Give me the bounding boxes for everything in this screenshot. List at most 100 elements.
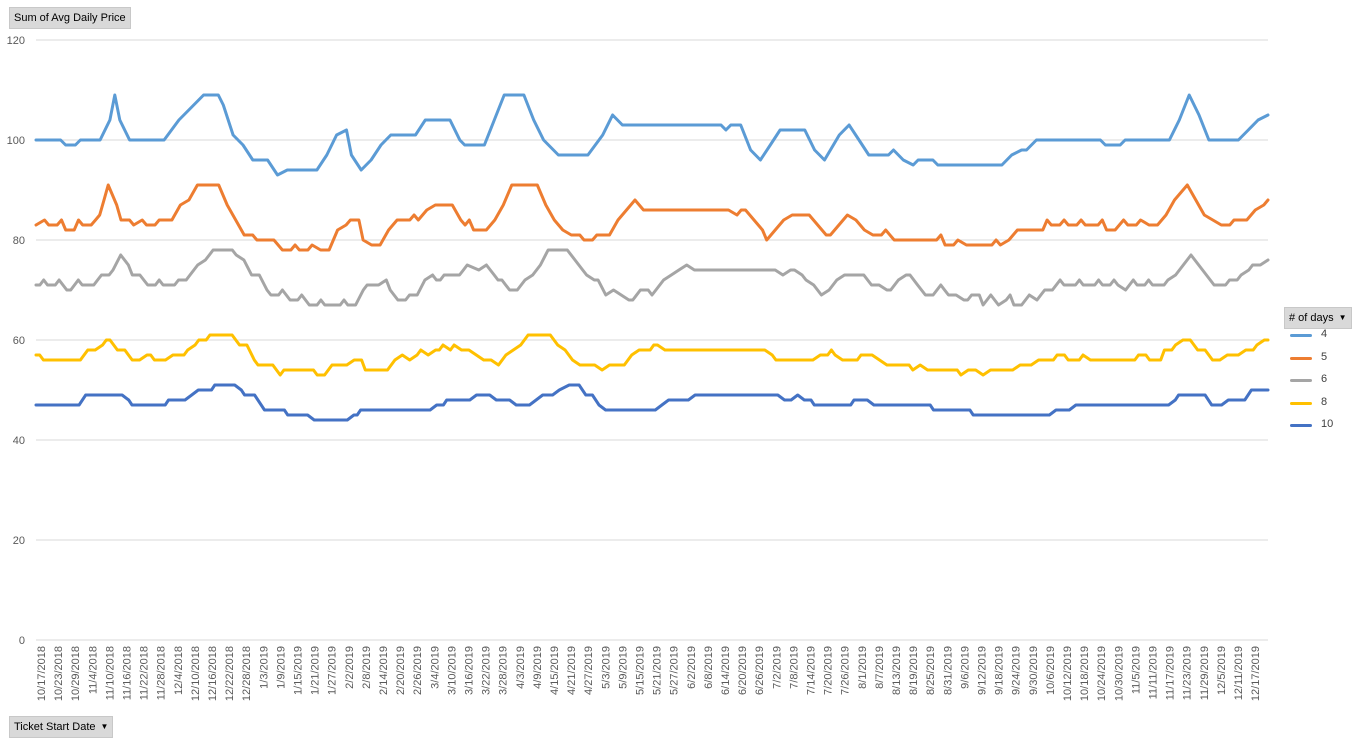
x-tick-label: 4/21/2019 xyxy=(566,646,578,695)
x-tick-label: 10/17/2018 xyxy=(36,646,48,701)
x-tick-label: 9/18/2019 xyxy=(994,646,1006,695)
legend-item: 8 xyxy=(1284,395,1358,418)
x-tick-label: 10/30/2019 xyxy=(1113,646,1125,701)
value-field-button[interactable]: Sum of Avg Daily Price xyxy=(9,7,131,29)
x-tick-label: 11/17/2019 xyxy=(1165,646,1177,700)
x-tick-label: 6/20/2019 xyxy=(737,646,749,695)
x-tick-label: 3/10/2019 xyxy=(446,646,458,695)
x-tick-label: 3/28/2019 xyxy=(498,646,510,695)
x-tick-label: 2/26/2019 xyxy=(412,646,424,695)
y-tick-label: 40 xyxy=(13,435,25,447)
x-tick-label: 12/28/2018 xyxy=(241,646,253,701)
x-tick-label: 5/15/2019 xyxy=(635,646,647,695)
x-tick-label: 8/1/2019 xyxy=(857,646,869,689)
x-tick-label: 1/9/2019 xyxy=(275,646,287,689)
x-tick-label: 12/4/2018 xyxy=(173,646,185,695)
x-tick-label: 6/14/2019 xyxy=(720,646,732,695)
chevron-down-icon[interactable]: ▼ xyxy=(1338,313,1347,323)
x-tick-label: 11/11/2019 xyxy=(1148,646,1160,699)
x-tick-label: 2/20/2019 xyxy=(395,646,407,695)
x-tick-label: 1/15/2019 xyxy=(293,646,305,695)
y-tick-label: 120 xyxy=(7,35,25,47)
x-tick-label: 6/8/2019 xyxy=(703,646,715,689)
axis-field-button[interactable]: Ticket Start Date ▼ xyxy=(9,716,114,738)
x-tick-label: 5/27/2019 xyxy=(669,646,681,695)
legend-label: 8 xyxy=(1321,395,1328,408)
x-tick-label: 12/10/2018 xyxy=(190,646,202,701)
x-tick-label: 7/14/2019 xyxy=(806,646,818,695)
legend-item: 6 xyxy=(1284,372,1358,395)
y-tick-label: 100 xyxy=(7,135,25,147)
value-field-label: Sum of Avg Daily Price xyxy=(14,12,126,24)
legend-swatch xyxy=(1290,356,1312,360)
x-tick-label: 6/2/2019 xyxy=(686,646,698,689)
x-tick-label: 7/26/2019 xyxy=(840,646,852,695)
x-tick-label: 10/29/2018 xyxy=(70,646,82,701)
legend-label: 4 xyxy=(1321,328,1328,340)
x-tick-label: 1/27/2019 xyxy=(327,646,339,695)
x-tick-label: 8/13/2019 xyxy=(891,646,903,695)
series-line-6[interactable] xyxy=(34,248,1270,307)
x-tick-label: 12/11/2019 xyxy=(1233,646,1245,700)
x-tick-label: 11/4/2018 xyxy=(87,646,99,694)
series-line-4[interactable] xyxy=(34,93,1270,177)
x-tick-label: 4/3/2019 xyxy=(515,646,527,689)
y-tick-label: 20 xyxy=(13,535,25,547)
legend-swatch xyxy=(1290,379,1312,382)
legend-swatch xyxy=(1290,424,1312,427)
x-tick-label: 6/26/2019 xyxy=(754,646,766,695)
legend-item: 5 xyxy=(1284,350,1358,373)
chevron-down-icon[interactable]: ▼ xyxy=(100,722,109,732)
x-tick-label: 4/15/2019 xyxy=(549,646,561,695)
x-tick-label: 12/16/2018 xyxy=(207,646,219,701)
x-tick-label: 11/23/2019 xyxy=(1182,646,1194,700)
legend-swatch xyxy=(1290,334,1312,337)
legend-field-button[interactable]: # of days ▼ xyxy=(1284,307,1352,329)
x-tick-label: 11/29/2019 xyxy=(1199,646,1211,700)
x-tick-label: 8/31/2019 xyxy=(942,646,954,695)
x-tick-label: 10/23/2018 xyxy=(53,646,65,701)
axis-field-label: Ticket Start Date xyxy=(14,721,96,733)
x-tick-label: 10/18/2019 xyxy=(1079,646,1091,701)
x-tick-label: 2/2/2019 xyxy=(344,646,356,689)
x-tick-label: 9/30/2019 xyxy=(1028,646,1040,695)
x-axis: 10/17/2018 10/23/2018 10/29/2018 11/4/2018 1… xyxy=(36,646,1262,701)
x-tick-label: 5/9/2019 xyxy=(617,646,629,689)
x-tick-label: 10/6/2019 xyxy=(1045,646,1057,695)
x-tick-label: 1/3/2019 xyxy=(258,646,270,689)
series-line-5[interactable] xyxy=(34,183,1270,252)
x-tick-label: 9/24/2019 xyxy=(1011,646,1023,695)
series-line-8[interactable] xyxy=(34,333,1270,377)
x-tick-label: 1/21/2019 xyxy=(310,646,322,695)
legend-swatch xyxy=(1290,401,1312,405)
x-tick-label: 3/4/2019 xyxy=(429,646,441,689)
legend-label: 10 xyxy=(1321,418,1334,430)
x-tick-label: 8/25/2019 xyxy=(925,646,937,695)
legend-item: 10 xyxy=(1284,417,1358,440)
x-tick-label: 5/3/2019 xyxy=(600,646,612,689)
chart-series xyxy=(34,93,1270,422)
x-tick-label: 3/22/2019 xyxy=(481,646,493,695)
x-tick-label: 8/7/2019 xyxy=(874,646,886,689)
x-tick-label: 3/16/2019 xyxy=(464,646,476,695)
x-tick-label: 7/20/2019 xyxy=(823,646,835,695)
x-tick-label: 9/12/2019 xyxy=(977,646,989,695)
x-tick-label: 12/5/2019 xyxy=(1216,646,1228,695)
x-tick-label: 12/17/2019 xyxy=(1250,646,1262,701)
y-tick-label: 80 xyxy=(13,235,25,247)
legend-label: 5 xyxy=(1321,350,1328,363)
x-tick-label: 2/14/2019 xyxy=(378,646,390,695)
x-tick-label: 7/2/2019 xyxy=(771,646,783,689)
x-tick-label: 10/12/2019 xyxy=(1062,646,1074,701)
x-tick-label: 11/5/2019 xyxy=(1130,646,1142,694)
x-tick-label: 8/19/2019 xyxy=(908,646,920,695)
y-tick-label: 0 xyxy=(19,635,25,647)
y-tick-label: 60 xyxy=(13,335,25,347)
legend-field-label: # of days xyxy=(1289,312,1334,324)
series-line-10[interactable] xyxy=(34,383,1270,422)
x-tick-label: 2/8/2019 xyxy=(361,646,373,689)
y-axis: 0 20 40 60 80 100 120 xyxy=(7,35,25,647)
x-tick-label: 10/24/2019 xyxy=(1096,646,1108,701)
x-tick-label: 11/22/2018 xyxy=(139,646,151,700)
